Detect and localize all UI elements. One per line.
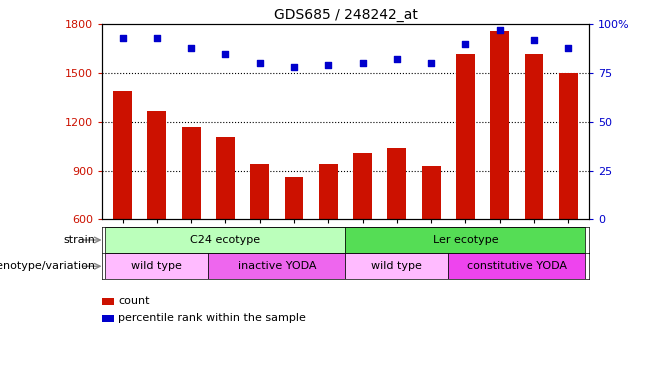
Bar [113,91,132,219]
Bar [448,253,586,279]
Text: inactive YODA: inactive YODA [238,261,316,271]
Bar [388,148,406,219]
Bar [559,73,578,219]
Point [186,45,196,51]
Text: constitutive YODA: constitutive YODA [467,261,567,271]
Text: wild type: wild type [372,261,422,271]
Point [563,45,574,51]
Bar [422,166,441,219]
Text: count: count [118,297,150,306]
Bar [284,177,303,219]
Point [117,35,128,41]
Bar [353,153,372,219]
Bar [105,253,209,279]
Point [426,60,436,66]
Point [460,41,470,47]
Bar [524,54,544,219]
Text: genotype/variation: genotype/variation [0,261,95,271]
Bar [105,227,345,253]
Point [357,60,368,66]
Point [255,60,265,66]
Bar [209,253,345,279]
Point [151,35,162,41]
Point [289,64,299,70]
Bar [345,253,448,279]
Text: wild type: wild type [132,261,182,271]
Bar [216,136,235,219]
Point [495,27,505,33]
Text: C24 ecotype: C24 ecotype [190,235,261,245]
Bar [456,54,475,219]
Bar [182,127,201,219]
Bar [490,31,509,219]
Text: percentile rank within the sample: percentile rank within the sample [118,314,307,323]
Text: strain: strain [64,235,95,245]
Point [392,57,402,63]
Bar [250,164,269,219]
Text: Ler ecotype: Ler ecotype [433,235,498,245]
Bar [319,164,338,219]
Title: GDS685 / 248242_at: GDS685 / 248242_at [274,8,417,22]
Point [220,51,231,57]
Bar [345,227,586,253]
Point [529,37,540,43]
Point [323,62,334,68]
Bar [147,111,166,219]
